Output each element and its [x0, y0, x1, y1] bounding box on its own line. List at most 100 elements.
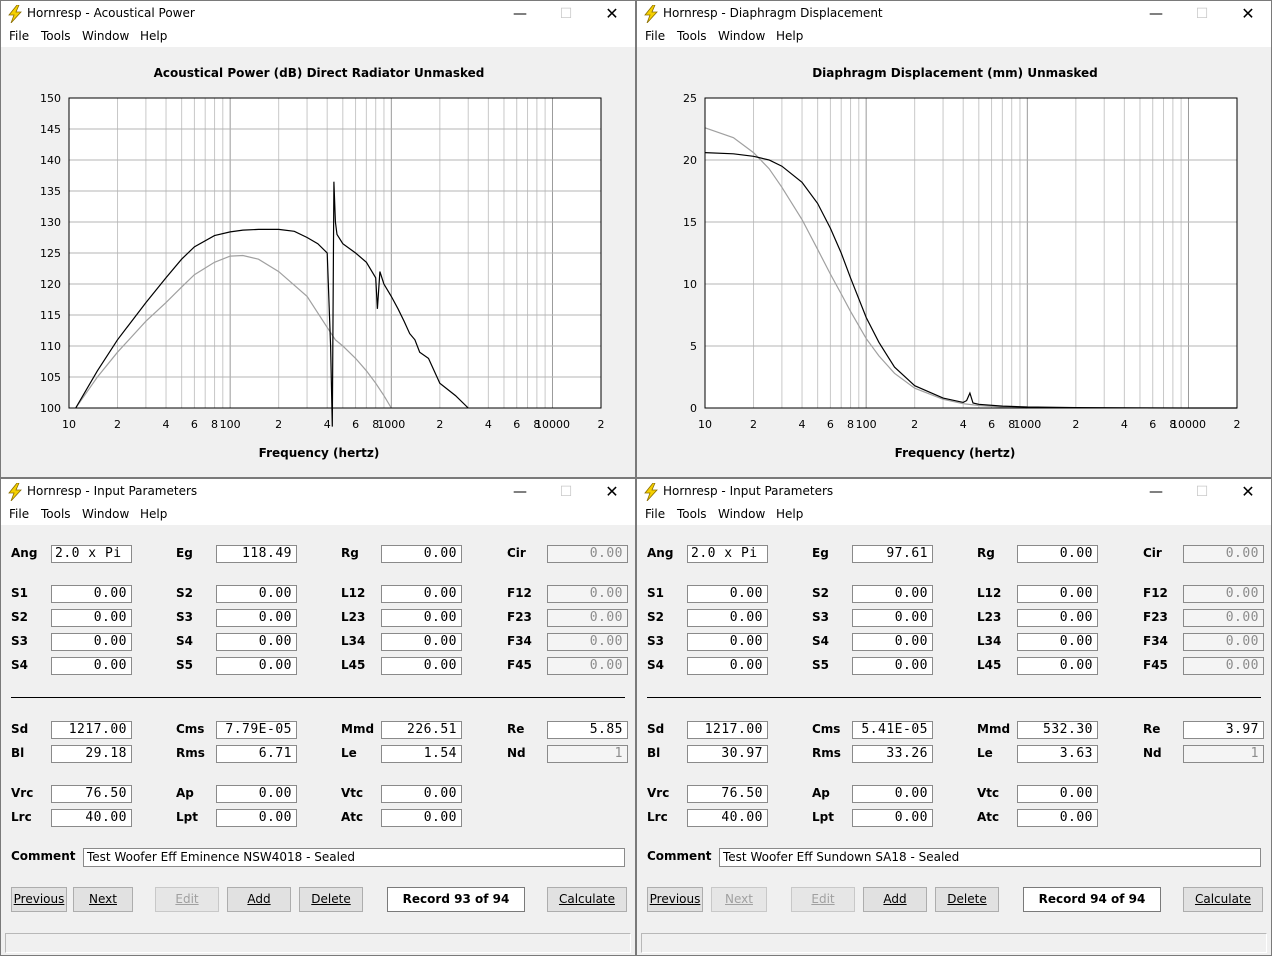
- delete-button[interactable]: Delete: [299, 887, 363, 912]
- menu-window[interactable]: Window: [718, 507, 766, 521]
- field-re[interactable]: 5.85: [547, 721, 628, 739]
- title-bar[interactable]: Hornresp - Diaphragm Displacement — ☐ ✕: [637, 1, 1271, 27]
- field-l45[interactable]: 0.00: [1017, 657, 1098, 675]
- field-s2[interactable]: 0.00: [687, 609, 768, 627]
- calculate-button[interactable]: Calculate: [1183, 887, 1263, 912]
- field-l34[interactable]: 0.00: [1017, 633, 1098, 651]
- field-s4[interactable]: 0.00: [51, 657, 132, 675]
- field-s1[interactable]: 0.00: [687, 585, 768, 603]
- menu-tools[interactable]: Tools: [677, 29, 707, 43]
- menu-window[interactable]: Window: [82, 29, 130, 43]
- field-s4[interactable]: 0.00: [687, 657, 768, 675]
- minimize-icon[interactable]: —: [513, 484, 527, 500]
- field-ang[interactable]: 2.0 x Pi: [51, 545, 132, 563]
- field-sd[interactable]: 1217.00: [687, 721, 768, 739]
- menu-file[interactable]: File: [645, 507, 666, 521]
- field-s1[interactable]: 0.00: [51, 585, 132, 603]
- field-bl[interactable]: 30.97: [687, 745, 768, 763]
- menu-tools[interactable]: Tools: [677, 507, 707, 521]
- field-l12[interactable]: 0.00: [1017, 585, 1098, 603]
- add-button[interactable]: Add: [863, 887, 927, 912]
- field-lpt[interactable]: 0.00: [216, 809, 297, 827]
- minimize-icon[interactable]: —: [1149, 484, 1163, 500]
- comment-field[interactable]: Test Woofer Eff Sundown SA18 - Sealed: [719, 848, 1261, 867]
- minimize-icon[interactable]: —: [1149, 6, 1163, 22]
- field-re[interactable]: 3.97: [1183, 721, 1264, 739]
- field-vtc[interactable]: 0.00: [1017, 785, 1098, 803]
- next-button[interactable]: Next: [73, 887, 133, 912]
- field-s4a[interactable]: 0.00: [852, 633, 933, 651]
- title-bar[interactable]: Hornresp - Input Parameters — ☐ ✕: [637, 479, 1271, 505]
- field-l23[interactable]: 0.00: [1017, 609, 1098, 627]
- field-s3a[interactable]: 0.00: [216, 609, 297, 627]
- close-icon[interactable]: ✕: [1241, 482, 1255, 501]
- close-icon[interactable]: ✕: [1241, 4, 1255, 23]
- field-vrc[interactable]: 76.50: [51, 785, 132, 803]
- field-eg[interactable]: 118.49: [216, 545, 297, 563]
- field-ap[interactable]: 0.00: [852, 785, 933, 803]
- maximize-icon[interactable]: ☐: [559, 484, 573, 500]
- field-s2a[interactable]: 0.00: [852, 585, 933, 603]
- menu-window[interactable]: Window: [718, 29, 766, 43]
- minimize-icon[interactable]: —: [513, 6, 527, 22]
- menu-help[interactable]: Help: [140, 507, 168, 521]
- delete-button[interactable]: Delete: [935, 887, 999, 912]
- field-bl[interactable]: 29.18: [51, 745, 132, 763]
- field-rms[interactable]: 6.71: [216, 745, 297, 763]
- field-s3[interactable]: 0.00: [51, 633, 132, 651]
- comment-field[interactable]: Test Woofer Eff Eminence NSW4018 - Seale…: [83, 848, 625, 867]
- field-rg[interactable]: 0.00: [1017, 545, 1098, 563]
- previous-button[interactable]: Previous: [647, 887, 703, 912]
- field-rms[interactable]: 33.26: [852, 745, 933, 763]
- field-atc[interactable]: 0.00: [381, 809, 462, 827]
- next-button[interactable]: Next: [711, 887, 767, 912]
- field-l12[interactable]: 0.00: [381, 585, 462, 603]
- title-bar[interactable]: Hornresp - Acoustical Power — ☐ ✕: [1, 1, 635, 27]
- add-button[interactable]: Add: [227, 887, 291, 912]
- field-lrc[interactable]: 40.00: [51, 809, 132, 827]
- menu-help[interactable]: Help: [776, 507, 804, 521]
- field-s2a[interactable]: 0.00: [216, 585, 297, 603]
- maximize-icon[interactable]: ☐: [559, 6, 573, 22]
- field-s3[interactable]: 0.00: [687, 633, 768, 651]
- field-rg[interactable]: 0.00: [381, 545, 462, 563]
- edit-button[interactable]: Edit: [791, 887, 855, 912]
- field-cms[interactable]: 5.41E-05: [852, 721, 933, 739]
- title-bar[interactable]: Hornresp - Input Parameters — ☐ ✕: [1, 479, 635, 505]
- calculate-button[interactable]: Calculate: [547, 887, 627, 912]
- field-mmd[interactable]: 226.51: [381, 721, 462, 739]
- field-le[interactable]: 1.54: [381, 745, 462, 763]
- menu-window[interactable]: Window: [82, 507, 130, 521]
- menu-help[interactable]: Help: [140, 29, 168, 43]
- maximize-icon[interactable]: ☐: [1195, 484, 1209, 500]
- field-lpt[interactable]: 0.00: [852, 809, 933, 827]
- field-lrc[interactable]: 40.00: [687, 809, 768, 827]
- menu-tools[interactable]: Tools: [41, 29, 71, 43]
- field-atc[interactable]: 0.00: [1017, 809, 1098, 827]
- field-s5[interactable]: 0.00: [852, 657, 933, 675]
- field-cms[interactable]: 7.79E-05: [216, 721, 297, 739]
- menu-help[interactable]: Help: [776, 29, 804, 43]
- field-l23[interactable]: 0.00: [381, 609, 462, 627]
- field-l34[interactable]: 0.00: [381, 633, 462, 651]
- field-s4a[interactable]: 0.00: [216, 633, 297, 651]
- menu-file[interactable]: File: [645, 29, 666, 43]
- field-ang[interactable]: 2.0 x Pi: [687, 545, 768, 563]
- field-le[interactable]: 3.63: [1017, 745, 1098, 763]
- field-sd[interactable]: 1217.00: [51, 721, 132, 739]
- menu-tools[interactable]: Tools: [41, 507, 71, 521]
- field-l45[interactable]: 0.00: [381, 657, 462, 675]
- close-icon[interactable]: ✕: [605, 482, 619, 501]
- field-s2[interactable]: 0.00: [51, 609, 132, 627]
- menu-file[interactable]: File: [9, 29, 30, 43]
- field-s5[interactable]: 0.00: [216, 657, 297, 675]
- previous-button[interactable]: Previous: [11, 887, 67, 912]
- field-mmd[interactable]: 532.30: [1017, 721, 1098, 739]
- edit-button[interactable]: Edit: [155, 887, 219, 912]
- menu-file[interactable]: File: [9, 507, 30, 521]
- field-ap[interactable]: 0.00: [216, 785, 297, 803]
- field-eg[interactable]: 97.61: [852, 545, 933, 563]
- close-icon[interactable]: ✕: [605, 4, 619, 23]
- maximize-icon[interactable]: ☐: [1195, 6, 1209, 22]
- field-vrc[interactable]: 76.50: [687, 785, 768, 803]
